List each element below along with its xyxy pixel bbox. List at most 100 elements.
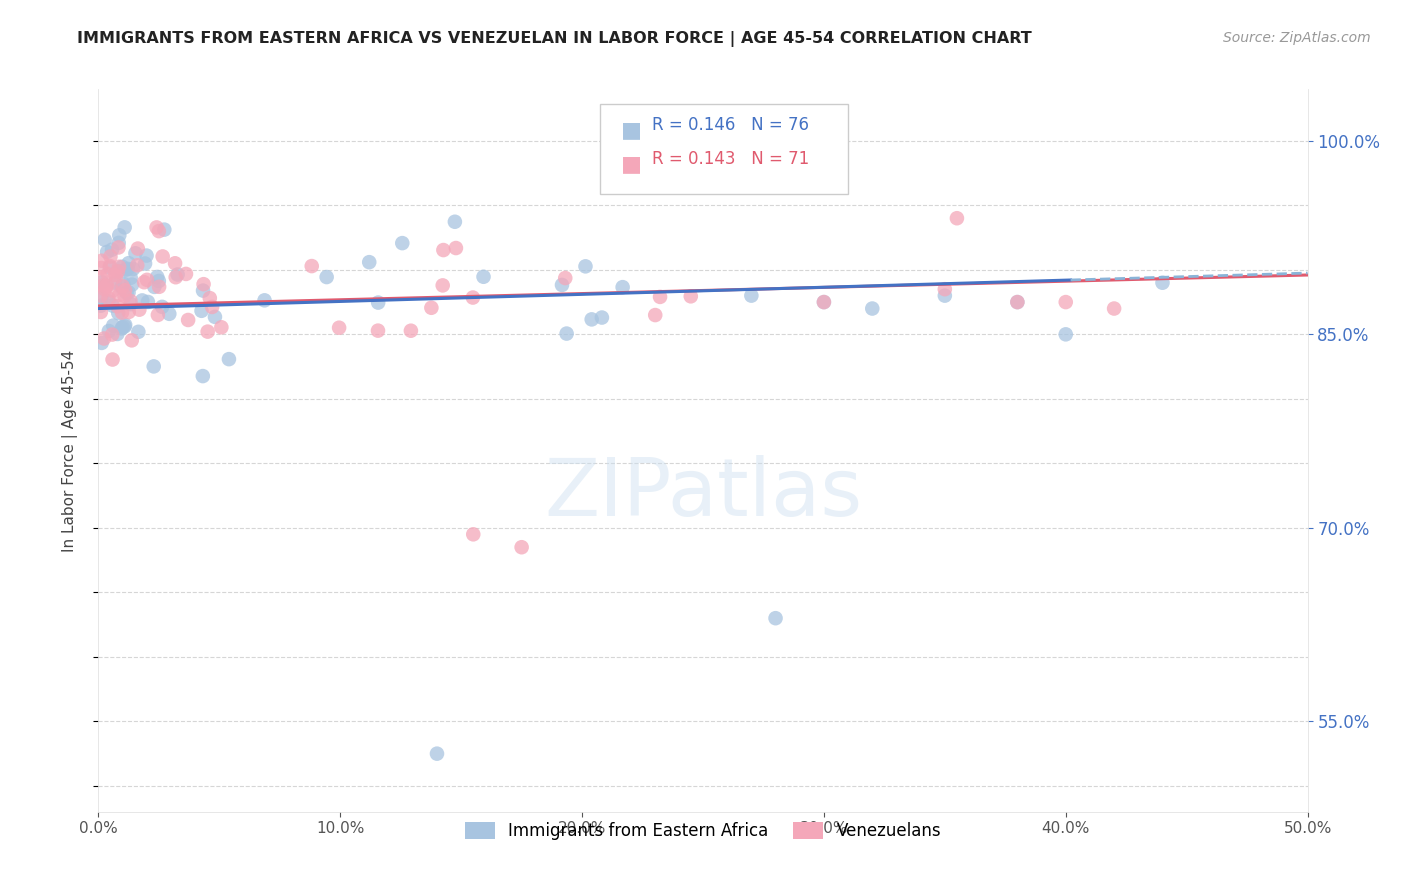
Point [1054,295,1077,310]
Point [209,320,232,334]
Point [1007,295,1029,310]
Point [120,297,142,311]
Point [134,275,156,289]
FancyBboxPatch shape [600,103,848,194]
Point [157,307,180,321]
Legend: Immigrants from Eastern Africa, Venezuelans: Immigrants from Eastern Africa, Venezuel… [458,815,948,847]
Point [644,308,666,322]
Point [93,331,115,345]
Point [1054,327,1077,342]
Point [121,334,143,348]
Point [134,256,156,270]
Point [114,319,136,334]
Point [813,295,835,310]
Point [128,302,150,317]
Point [367,295,389,310]
Point [90,335,112,350]
Point [104,268,127,282]
Y-axis label: In Labor Force | Age 45-54: In Labor Force | Age 45-54 [62,350,77,551]
Point [131,293,153,308]
Point [136,295,159,310]
Point [444,215,467,229]
Point [98,259,121,273]
Text: IMMIGRANTS FROM EASTERN AFRICA VS VENEZUELAN IN LABOR FORCE | AGE 45-54 CORRELAT: IMMIGRANTS FROM EASTERN AFRICA VS VENEZU… [77,31,1032,47]
Point [107,299,129,313]
Point [574,260,596,274]
Point [97,291,120,305]
Point [461,291,484,305]
Point [359,255,381,269]
Point [107,306,129,320]
Point [97,324,120,338]
Point [104,269,127,284]
Point [91,278,114,293]
Text: Source: ZipAtlas.com: Source: ZipAtlas.com [1223,31,1371,45]
Point [198,291,221,305]
Point [174,267,197,281]
Point [90,275,112,289]
Point [142,359,165,374]
Point [127,242,149,256]
Point [420,301,443,315]
Point [90,290,112,304]
Point [90,270,112,285]
Point [204,310,226,324]
Point [104,276,127,290]
Point [591,310,613,325]
Point [105,326,128,341]
Point [315,270,337,285]
Point [191,284,214,298]
Point [946,211,969,226]
Point [1007,295,1029,310]
Point [108,288,131,302]
Point [122,262,145,277]
Point [120,293,142,308]
Point [253,293,276,308]
Point [107,264,129,278]
Point [148,274,170,288]
Point [301,259,323,273]
Point [111,320,134,334]
Point [740,288,762,302]
Point [934,288,956,302]
Point [648,290,671,304]
Point [146,269,169,284]
Point [127,258,149,272]
Point [166,268,188,282]
Point [153,222,176,236]
Point [391,236,413,251]
Point [581,312,603,326]
Point [367,324,389,338]
Point [191,369,214,384]
Point [117,261,139,276]
Text: ■: ■ [621,120,641,140]
Point [114,283,136,297]
Point [463,527,485,541]
Point [165,270,187,285]
Point [114,289,136,303]
Point [177,313,200,327]
Point [90,288,112,302]
Point [96,278,118,293]
Text: R = 0.143   N = 71: R = 0.143 N = 71 [652,150,810,168]
Point [90,253,112,268]
Point [135,249,157,263]
Point [118,256,141,270]
Point [107,235,129,250]
Point [98,260,121,275]
Text: ■: ■ [621,154,641,174]
Point [510,540,533,554]
Point [1152,276,1174,290]
Point [94,279,117,293]
Point [101,299,124,313]
Point [114,318,136,332]
Point [136,273,159,287]
Point [190,303,212,318]
Point [934,282,956,296]
Point [115,262,138,277]
Point [111,321,134,335]
Point [165,256,187,270]
Point [112,277,135,291]
Point [114,220,136,235]
Point [432,278,454,293]
